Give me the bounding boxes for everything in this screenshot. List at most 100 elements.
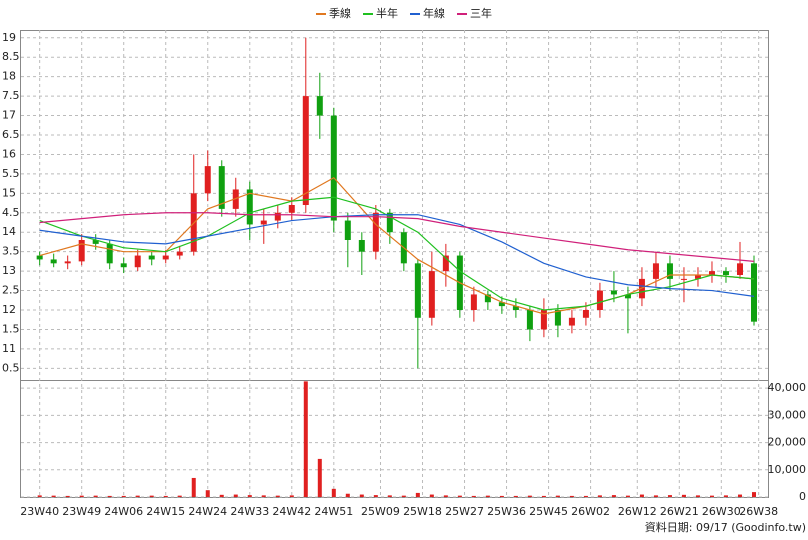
x-tick-label: 26W30 (702, 505, 741, 518)
x-tick-label: 24W24 (188, 505, 227, 518)
candle-body (582, 310, 589, 318)
volume-tick-label: 40,000 (768, 381, 807, 394)
volume-bar (401, 495, 406, 497)
x-tick-label: 24W42 (272, 505, 311, 518)
candle-body (36, 255, 43, 260)
volume-bar (51, 495, 56, 497)
volume-bar (303, 381, 308, 497)
candle-body (708, 271, 715, 275)
volume-bar (191, 477, 196, 497)
moving-average-line (39, 214, 755, 297)
candle-body (260, 220, 267, 225)
volume-bar (737, 494, 742, 497)
y-tick-label: 7.5 (2, 89, 20, 102)
candle-body (162, 255, 169, 260)
volume-tick-label: 10,000 (768, 463, 807, 476)
volume-bar (275, 495, 280, 497)
y-tick-label: 19 (2, 31, 16, 44)
y-tick-label: 11 (2, 342, 16, 355)
volume-bar (373, 495, 378, 497)
candle-body (316, 96, 323, 116)
volume-bar (79, 495, 84, 497)
legend-label: 年線 (423, 6, 445, 20)
volume-bar (625, 495, 630, 497)
volume-bar (443, 495, 448, 497)
candle-body (610, 290, 617, 295)
y-tick-label: 14 (2, 225, 16, 238)
x-tick-label: 24W33 (230, 505, 269, 518)
moving-average-line (39, 212, 755, 262)
volume-bar (583, 495, 588, 497)
volume-bar (457, 495, 462, 497)
x-tick-label: 25W27 (445, 505, 484, 518)
y-tick-label: 6.5 (2, 128, 20, 141)
x-tick-label: 23W40 (20, 505, 59, 518)
x-tick-label: 25W36 (487, 505, 526, 518)
volume-bar (107, 495, 112, 497)
volume-bar (429, 494, 434, 497)
volume-bar (65, 495, 70, 497)
volume-bar (331, 488, 336, 497)
candle-body (288, 205, 295, 213)
candle-body (596, 290, 603, 310)
x-tick-label: 23W49 (62, 505, 101, 518)
candle-body (302, 96, 309, 205)
volume-bar (555, 495, 560, 497)
candle-body (442, 255, 449, 272)
candle-body (554, 310, 561, 326)
candle-body (344, 220, 351, 240)
candle-body (666, 263, 673, 279)
y-tick-label: 18 (2, 70, 16, 83)
volume-bar (499, 495, 504, 497)
candle-body (246, 189, 253, 225)
volume-bar (611, 495, 616, 497)
x-tick-label: 26W38 (739, 505, 778, 518)
candle-body (568, 317, 575, 326)
x-tick-label: 26W02 (571, 505, 610, 518)
volume-bar (667, 495, 672, 497)
legend-label: 三年 (470, 6, 492, 20)
volume-bar (485, 495, 490, 497)
candle-body (92, 240, 99, 244)
volume-bar (289, 495, 294, 497)
volume-tick-label: 20,000 (768, 436, 807, 449)
y-tick-label: 3.5 (2, 245, 20, 258)
volume-bar (695, 495, 700, 497)
volume-bar (233, 494, 238, 497)
candle-body (204, 166, 211, 194)
y-tick-label: 8.5 (2, 50, 20, 63)
volume-tick-label: 0 (799, 490, 806, 503)
x-tick-label: 25W45 (529, 505, 568, 518)
moving-average-line (39, 196, 755, 311)
volume-bar (359, 494, 364, 497)
x-tick-label: 24W15 (146, 505, 185, 518)
volume-bar (121, 495, 126, 497)
x-tick-label: 26W12 (618, 505, 657, 518)
candle-body (330, 115, 337, 221)
volume-bar (247, 495, 252, 497)
candle-body (78, 240, 85, 262)
y-tick-label: 15 (2, 186, 16, 199)
candle-body (176, 251, 183, 256)
candle-body (484, 294, 491, 303)
volume-bar (751, 492, 756, 497)
candle-body (414, 263, 421, 318)
candle-body (372, 212, 379, 252)
volume-bar (415, 492, 420, 497)
y-tick-label: 2.5 (2, 284, 20, 297)
footer: 資料日期: 09/17 (Goodinfo.tw) (645, 520, 806, 534)
candle-body (64, 261, 71, 264)
moving-average-line (39, 177, 755, 315)
candle-body (120, 263, 127, 268)
candle-body (624, 294, 631, 299)
volume-bar (513, 495, 518, 497)
candle-body (680, 278, 687, 280)
volume-bar (219, 494, 224, 497)
candle-body (736, 263, 743, 275)
volume-bar (597, 495, 602, 497)
y-tick-label: 0.5 (2, 361, 20, 374)
candle-body (218, 166, 225, 209)
volume-bar (177, 495, 182, 497)
volume-tick-label: 30,000 (768, 408, 807, 421)
